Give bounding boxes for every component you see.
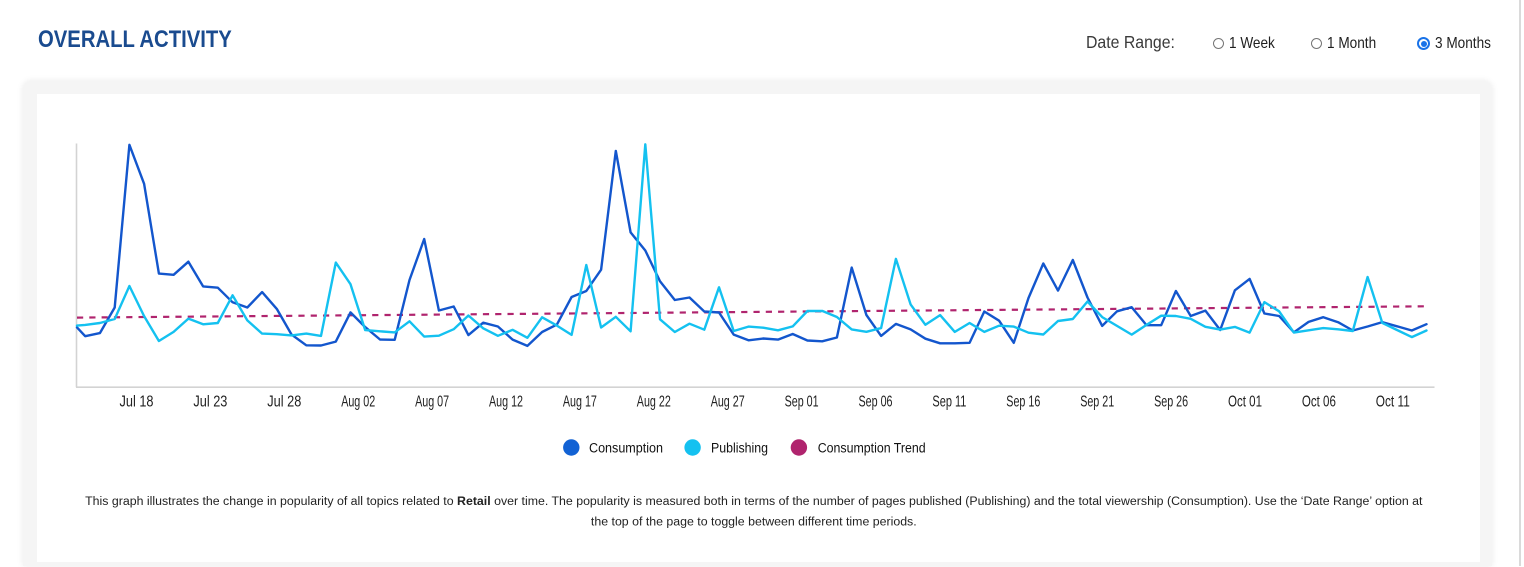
svg-text:Consumption Trend: Consumption Trend: [818, 441, 926, 457]
svg-text:This graph illustrates the cha: This graph illustrates the change in pop…: [85, 494, 1423, 508]
svg-text:Jul 23: Jul 23: [193, 394, 227, 411]
svg-text:Sep 26: Sep 26: [1154, 394, 1188, 411]
svg-text:Aug 17: Aug 17: [563, 394, 597, 411]
svg-text:Sep 21: Sep 21: [1080, 394, 1114, 411]
svg-text:Jul 28: Jul 28: [267, 394, 301, 411]
svg-text:Aug 02: Aug 02: [341, 394, 375, 411]
svg-text:Consumption: Consumption: [589, 441, 663, 457]
svg-text:Sep 06: Sep 06: [859, 394, 893, 411]
svg-text:the top of the page to toggle: the top of the page to toggle between di…: [591, 515, 917, 529]
svg-text:Sep 16: Sep 16: [1006, 394, 1040, 411]
svg-text:Aug 07: Aug 07: [415, 394, 449, 411]
svg-text:Oct 01: Oct 01: [1228, 394, 1262, 411]
svg-text:Aug 12: Aug 12: [489, 394, 523, 411]
svg-text:Oct 06: Oct 06: [1302, 394, 1336, 411]
svg-text:Aug 27: Aug 27: [711, 394, 745, 411]
svg-text:Oct 11: Oct 11: [1376, 394, 1410, 411]
svg-text:Publishing: Publishing: [711, 441, 768, 457]
svg-text:Sep 11: Sep 11: [932, 394, 966, 411]
svg-text:Sep 01: Sep 01: [785, 394, 819, 411]
svg-text:Jul 18: Jul 18: [120, 394, 154, 411]
svg-text:Aug 22: Aug 22: [637, 394, 671, 411]
